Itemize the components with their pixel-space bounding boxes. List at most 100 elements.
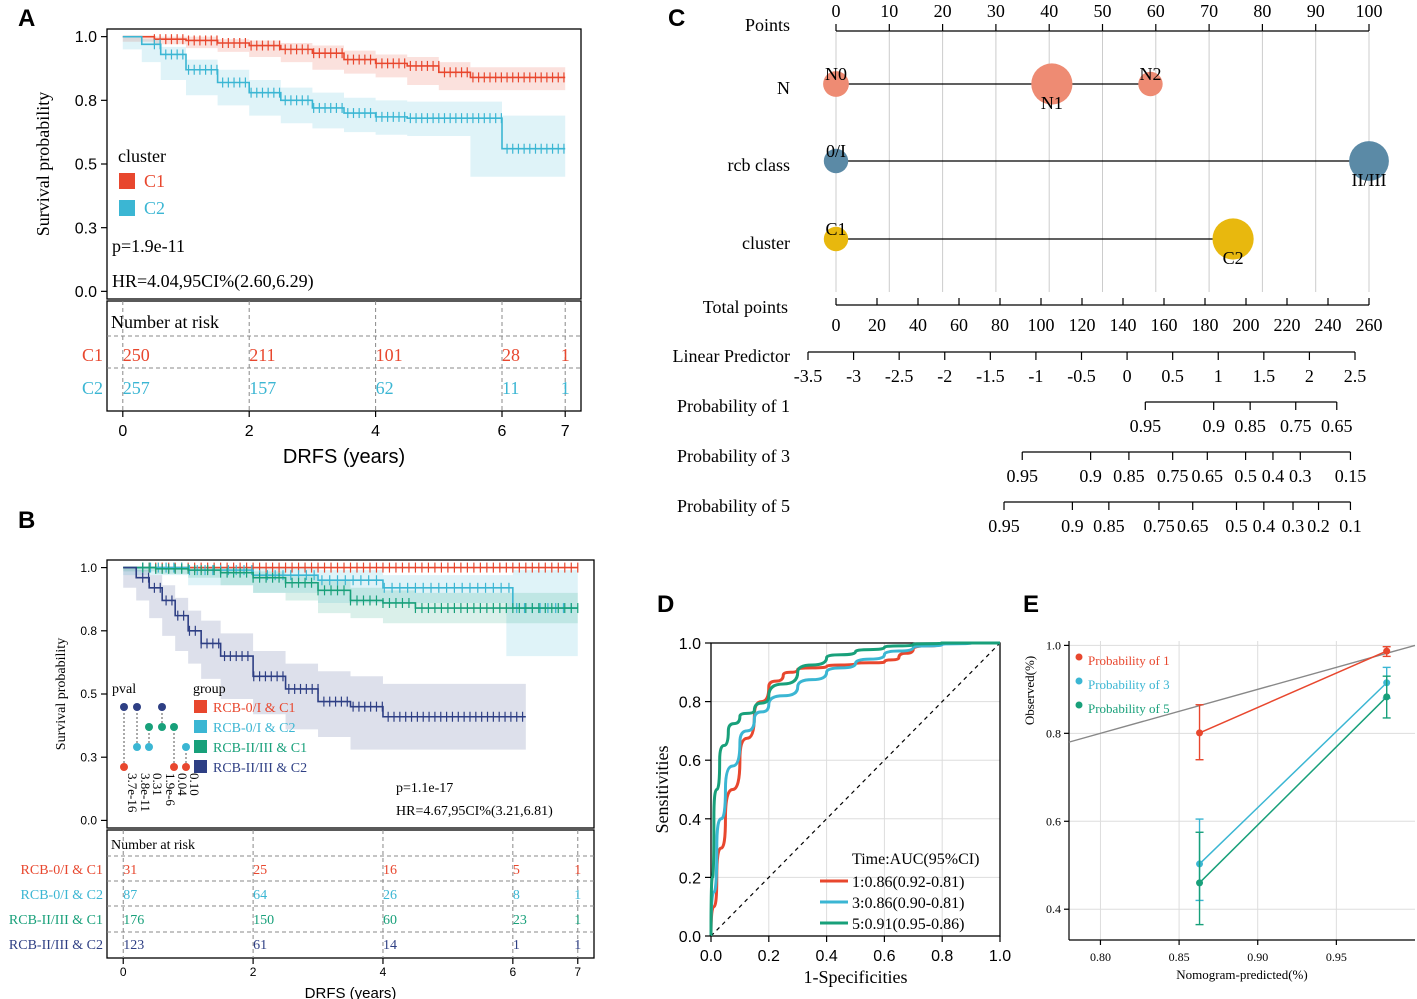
x-tick-label: 0.2 <box>758 948 780 965</box>
ci-band-1 <box>122 36 566 177</box>
legend-entry: 3:0.86(0.90-0.81) <box>852 895 964 912</box>
calibration-line-2 <box>1199 696 1388 884</box>
risk-count: 1 <box>561 378 570 398</box>
y-tick-label: 0.0 <box>75 284 97 301</box>
pval-dot <box>170 763 178 771</box>
probability-tick-label: 0.15 <box>1335 466 1367 486</box>
risk-count: 123 <box>123 938 144 953</box>
risk-row-label: RCB-II/III & C2 <box>9 938 103 953</box>
linear-predictor-tick-label: 2.5 <box>1344 366 1367 386</box>
probability-tick-label: 0.5 <box>1234 466 1257 486</box>
y-tick-label: 0.2 <box>679 870 701 887</box>
total-points-tick-label: 80 <box>991 315 1009 335</box>
x-tick-label: 0.95 <box>1326 950 1347 964</box>
risk-count: 28 <box>502 345 520 365</box>
risk-count: 23 <box>513 913 527 928</box>
legend-marker-0 <box>1075 653 1083 661</box>
linear-predictor-tick-label: 0.5 <box>1161 366 1184 386</box>
pval-dot <box>145 743 153 751</box>
probability-tick-label: 0.9 <box>1202 416 1225 436</box>
total-points-tick-label: 260 <box>1356 315 1383 335</box>
level-bubble <box>1031 63 1073 105</box>
legend-entry: Probability of 1 <box>1088 653 1170 668</box>
risk-count: 176 <box>123 913 144 928</box>
linear-predictor-tick-label: -1.5 <box>976 366 1005 386</box>
legend-entry: C1 <box>144 171 165 191</box>
level-label: C1 <box>825 219 846 239</box>
y-axis-label: Sensitivities <box>652 745 672 833</box>
y-tick-label: 0.8 <box>80 624 97 638</box>
risk-count: 60 <box>383 913 397 928</box>
total-points-tick-label: 160 <box>1151 315 1178 335</box>
total-points-tick-label: 180 <box>1192 315 1219 335</box>
level-bubble <box>1212 218 1254 260</box>
x-tick-label: 4 <box>380 965 387 979</box>
y-tick-label: 0.4 <box>1046 902 1061 916</box>
ideal-diagonal <box>1068 644 1416 743</box>
calibration-line-0 <box>1199 650 1387 734</box>
points-tick-label: 20 <box>934 1 952 21</box>
points-tick-label: 10 <box>880 1 898 21</box>
x-tick-label: 0 <box>120 965 127 979</box>
legend-swatch-0 <box>194 700 207 713</box>
linear-predictor-label: Linear Predictor <box>673 346 790 366</box>
y-axis-label: Observed(%) <box>1022 656 1037 725</box>
legend-marker-2 <box>1075 701 1083 709</box>
total-points-tick-label: 220 <box>1274 315 1301 335</box>
legend-entry: Probability of 3 <box>1088 677 1170 692</box>
risk-table-frame <box>106 300 582 412</box>
points-tick-label: 40 <box>1040 1 1058 21</box>
legend-swatch-3 <box>194 760 207 773</box>
pval-dot <box>145 723 153 731</box>
risk-count: 1 <box>561 345 570 365</box>
legend-swatch-1 <box>119 200 135 216</box>
probability-tick-label: 0.9 <box>1061 516 1084 536</box>
linear-predictor-tick-label: -2 <box>937 366 952 386</box>
linear-predictor-tick-label: 2 <box>1305 366 1314 386</box>
pval-dot <box>133 743 141 751</box>
hazard-ratio: HR=4.67,95CI%(3.21,6.81) <box>396 804 553 819</box>
probability-tick-label: 0.65 <box>1177 516 1209 536</box>
y-tick-label: 0.6 <box>1046 814 1061 828</box>
x-tick-label: 0.85 <box>1169 950 1190 964</box>
y-tick-label: 0.3 <box>80 750 97 764</box>
linear-predictor-tick-label: 1.5 <box>1253 366 1276 386</box>
hazard-ratio: HR=4.04,95CI%(2.60,6.29) <box>112 271 314 292</box>
risk-table-title: Number at risk <box>111 838 195 853</box>
pval-dot <box>182 763 190 771</box>
x-tick-label: 6 <box>509 965 516 979</box>
ci-band-3 <box>123 567 526 750</box>
points-tick-label: 90 <box>1307 1 1325 21</box>
level-label: 0/I <box>826 141 846 161</box>
risk-count: 16 <box>383 863 397 878</box>
level-bubble <box>1138 71 1163 97</box>
probability-tick-label: 0.75 <box>1280 416 1312 436</box>
level-label: N0 <box>825 64 847 84</box>
pval-legend-title: pval <box>112 682 136 697</box>
roc-curve-0 <box>709 641 1000 937</box>
risk-count: 11 <box>502 378 519 398</box>
roc-panel-d: 0.0 0.0 0.2 0.2 0.4 0.4 0.6 0.6 0.8 0.8 1.0 1.0 1-Sp… <box>652 636 1011 987</box>
calibration-point <box>1196 879 1204 887</box>
legend-marker-1 <box>1075 677 1083 685</box>
linear-predictor-tick-label: 0 <box>1123 366 1132 386</box>
legend-entry: 1:0.86(0.92-0.81) <box>852 874 964 891</box>
pval-label: 0.04 <box>175 773 190 796</box>
pval-label: 0.10 <box>187 773 202 796</box>
pval-dot <box>158 703 166 711</box>
risk-count: 64 <box>253 888 267 903</box>
legend-swatch-1 <box>194 720 207 733</box>
legend-title: group <box>193 682 226 697</box>
risk-count: 61 <box>253 938 267 953</box>
x-tick-label: 1.0 <box>989 948 1011 965</box>
points-tick-label: 50 <box>1094 1 1112 21</box>
calibration-point <box>1196 729 1204 737</box>
variable-label: cluster <box>742 233 790 253</box>
probability-tick-label: 0.75 <box>1157 466 1189 486</box>
legend-entry: Probability of 5 <box>1088 701 1170 716</box>
risk-count: 8 <box>513 888 520 903</box>
calibration-point <box>1383 693 1391 701</box>
level-label: C2 <box>1223 248 1244 268</box>
